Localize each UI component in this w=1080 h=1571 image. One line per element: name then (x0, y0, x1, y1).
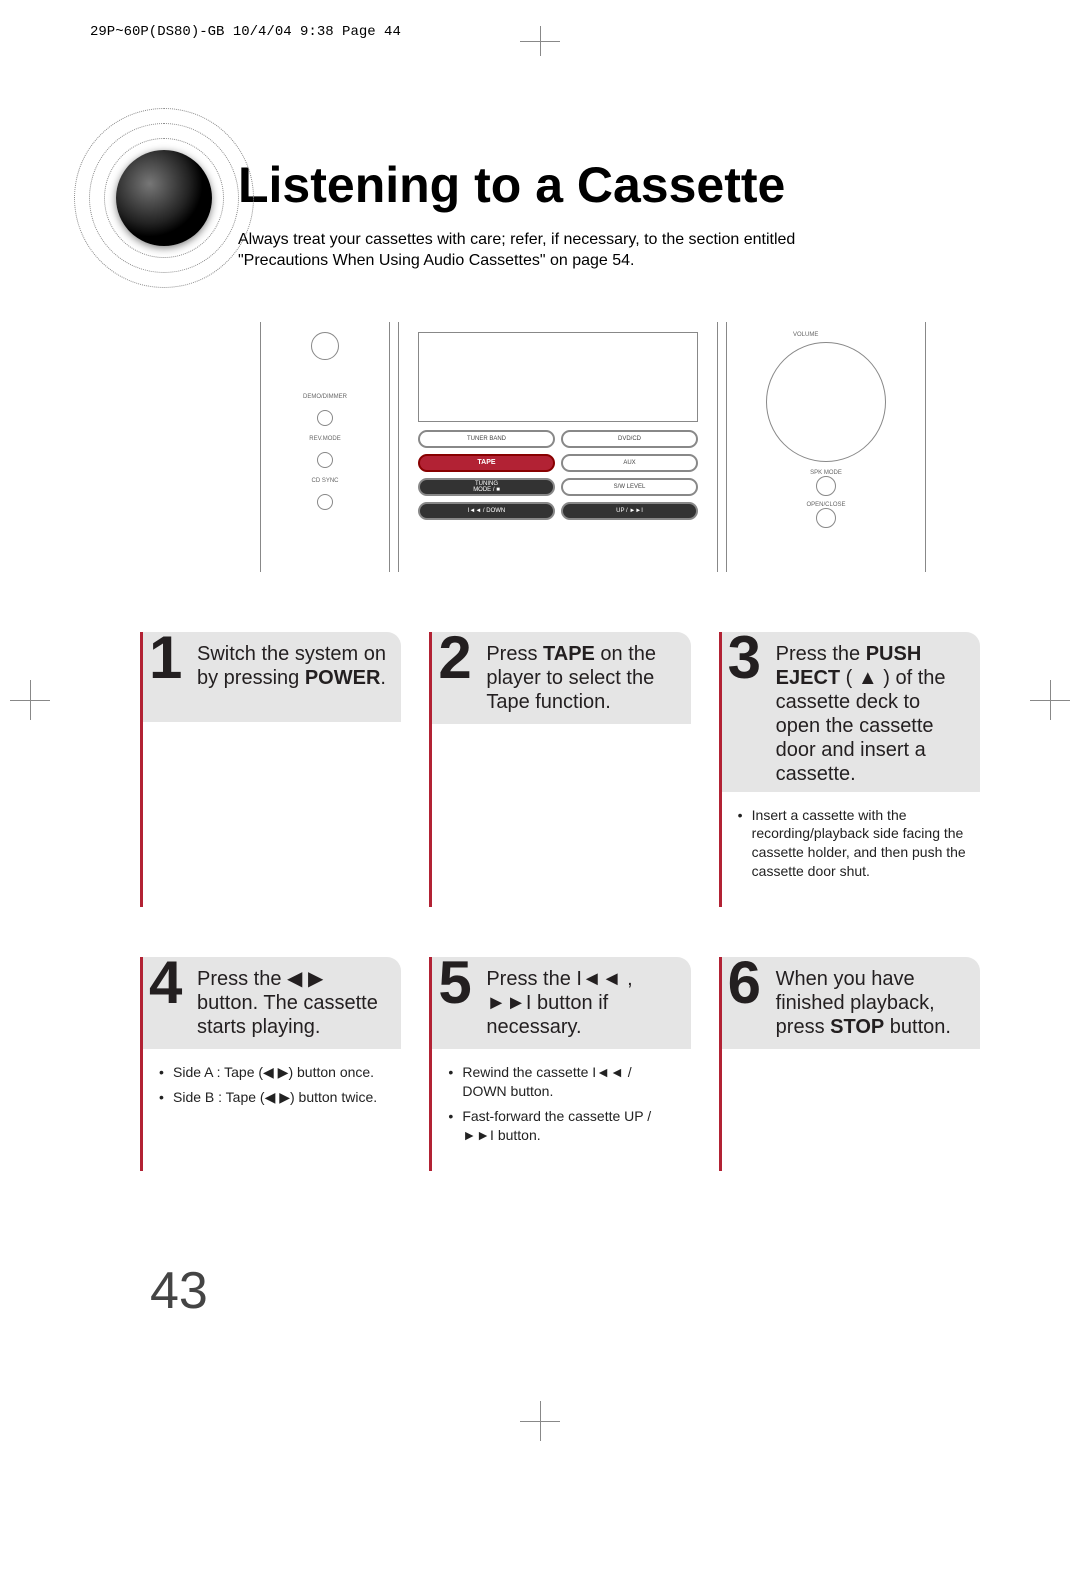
page-number: 43 (150, 1261, 1020, 1321)
small-circle-1 (317, 410, 333, 426)
step-2-text-a: Press (486, 643, 543, 665)
step-6-number: 6 (728, 953, 761, 1013)
oval-dvdcd: DVD/CD (561, 430, 698, 448)
step-1-number: 1 (149, 628, 182, 688)
panel-left: DEMO/DIMMER REV.MODE CD SYNC (260, 322, 390, 572)
step-3-number: 3 (728, 628, 761, 688)
oval-tuning: TUNING MODE / ■ (418, 478, 555, 496)
label-demo: DEMO/DIMMER (303, 394, 347, 400)
crop-mark-top (0, 36, 1080, 66)
step-5-bullet-1: Rewind the cassette I◄◄ / DOWN button. (448, 1063, 678, 1101)
step-5: 5 Press the I◄◄ , ►►I button if necessar… (429, 957, 690, 1171)
step-4-number: 4 (149, 953, 182, 1013)
step-3-text-a: Press the (776, 643, 866, 665)
small-circle-2 (317, 452, 333, 468)
step-3-bullet-1: Insert a cassette with the recording/pla… (738, 806, 968, 882)
panel-right: VOLUME SPK MODE OPEN/CLOSE (726, 322, 926, 572)
oval-up: UP / ►►I (561, 502, 698, 520)
page-subtitle: Always treat your cassettes with care; r… (238, 230, 838, 272)
step-4-body: Side A : Tape (◀ ▶) button once. Side B … (143, 1049, 401, 1107)
step-4-bullet-1: Side A : Tape (◀ ▶) button once. (159, 1063, 389, 1082)
label-volume: VOLUME (793, 332, 818, 338)
label-cdsync: CD SYNC (311, 478, 338, 484)
step-2: 2 Press TAPE on the player to select the… (429, 632, 690, 908)
oval-tuner: TUNER BAND (418, 430, 555, 448)
circle-open (816, 508, 836, 528)
steps-row-1: 1 Switch the system on by pressing POWER… (140, 632, 980, 908)
step-5-body: Rewind the cassette I◄◄ / DOWN button. F… (432, 1049, 690, 1145)
oval-tape: TAPE (418, 454, 555, 472)
step-3: 3 Press the PUSH EJECT ( ▲ ) of the cass… (719, 632, 980, 908)
device-diagram: DEMO/DIMMER REV.MODE CD SYNC TUNER BAND … (260, 322, 950, 572)
step-1-bold: POWER (305, 667, 381, 689)
volume-dial-icon (766, 342, 886, 462)
page-title: Listening to a Cassette (238, 156, 1020, 214)
step-4-text: Press the ◀ ▶ button. The cassette start… (197, 968, 378, 1038)
page-body: Listening to a Cassette Always treat you… (0, 66, 1080, 1341)
step-4-bullet-2: Side B : Tape (◀ ▶) button twice. (159, 1088, 389, 1107)
label-openclose: OPEN/CLOSE (806, 502, 845, 508)
step-3-body: Insert a cassette with the recording/pla… (722, 792, 980, 882)
step-5-text: Press the I◄◄ , ►►I button if necessary. (486, 968, 632, 1038)
label-spkmode: SPK MODE (810, 470, 842, 476)
step-1: 1 Switch the system on by pressing POWER… (140, 632, 401, 908)
oval-sw: S/W LEVEL (561, 478, 698, 496)
step-2-number: 2 (438, 628, 471, 688)
step-6-bold: STOP (830, 1016, 884, 1038)
circle-spk (816, 476, 836, 496)
label-revmode: REV.MODE (309, 436, 340, 442)
panel-mid: TUNER BAND DVD/CD TAPE AUX TUNING MODE /… (398, 322, 718, 572)
step-6-text-b: button. (884, 1016, 951, 1038)
step-4: 4 Press the ◀ ▶ button. The cassette sta… (140, 957, 401, 1171)
small-circle-3 (317, 494, 333, 510)
step-5-number: 5 (438, 953, 471, 1013)
power-circle-icon (311, 332, 339, 360)
step-1-text-b: . (380, 667, 386, 689)
steps-row-2: 4 Press the ◀ ▶ button. The cassette sta… (140, 957, 980, 1171)
crop-mark-bottom (0, 1401, 1080, 1451)
oval-aux: AUX (561, 454, 698, 472)
tuning-text-b: MODE / ■ (473, 487, 500, 493)
display-screen (418, 332, 698, 422)
step-2-bold: TAPE (543, 643, 595, 665)
oval-down: I◄◄ / DOWN (418, 502, 555, 520)
step-5-bullet-2: Fast-forward the cassette UP / ►►I butto… (448, 1107, 678, 1145)
speaker-illustration (74, 108, 254, 288)
step-6: 6 When you have finished playback, press… (719, 957, 980, 1171)
